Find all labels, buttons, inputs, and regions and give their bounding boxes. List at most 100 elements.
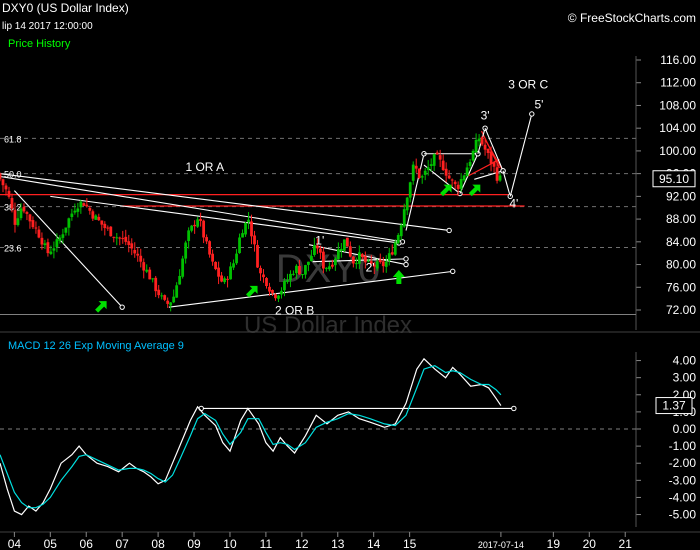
candle-body bbox=[333, 258, 337, 266]
candle-body bbox=[1, 179, 5, 186]
candle-body bbox=[492, 162, 496, 167]
candle-body bbox=[489, 151, 493, 164]
green-arrow-icon bbox=[440, 184, 452, 197]
candle-body bbox=[316, 245, 319, 249]
candle-body bbox=[151, 278, 155, 280]
trend-line-handle[interactable] bbox=[403, 256, 409, 262]
candle-body bbox=[372, 264, 376, 267]
candle-body bbox=[235, 253, 238, 264]
candle-body bbox=[136, 253, 140, 256]
candle-body bbox=[393, 242, 397, 255]
candle-body bbox=[202, 220, 206, 238]
candle-body bbox=[187, 230, 191, 242]
candle-body bbox=[342, 239, 346, 251]
trend-line bbox=[484, 127, 504, 172]
candle-body bbox=[154, 277, 158, 292]
green-arrow-icon bbox=[95, 301, 107, 313]
trend-line-handle[interactable] bbox=[403, 261, 409, 268]
candle-body bbox=[262, 274, 265, 278]
candle-body bbox=[462, 175, 466, 181]
candle-body bbox=[214, 261, 217, 270]
candle-body bbox=[292, 273, 295, 275]
candle-body bbox=[13, 210, 17, 225]
candle-body bbox=[357, 252, 361, 264]
candle-body bbox=[169, 302, 173, 306]
candle-body bbox=[127, 241, 131, 245]
candle-body bbox=[289, 273, 292, 281]
macd-trend-handle[interactable] bbox=[511, 405, 517, 412]
price-panel-title: Price History bbox=[8, 38, 71, 50]
candle-body bbox=[4, 185, 8, 190]
candle-body bbox=[238, 237, 241, 254]
macd-y-tick-label: 0.00 bbox=[673, 422, 697, 436]
candle-body bbox=[280, 290, 283, 295]
symbol-title: DXY0 (US Dollar Index) bbox=[2, 1, 129, 15]
trend-line bbox=[50, 195, 399, 244]
candle-body bbox=[229, 266, 232, 280]
wave-label: 1 OR A bbox=[185, 160, 224, 174]
source-credit: © FreeStockCharts.com bbox=[568, 11, 696, 25]
trend-line bbox=[0, 173, 450, 232]
candle-body bbox=[321, 251, 325, 269]
wave-label: 3 OR C bbox=[508, 77, 548, 91]
candle-body bbox=[456, 184, 460, 189]
x-tick-label: 21 bbox=[619, 537, 633, 550]
candle-body bbox=[253, 235, 256, 245]
candle-body bbox=[274, 294, 277, 299]
trend-line-handle[interactable] bbox=[119, 304, 125, 310]
trend-line bbox=[502, 170, 511, 197]
candle-body bbox=[52, 248, 56, 251]
candle-body bbox=[115, 237, 119, 239]
candle-body bbox=[40, 237, 44, 245]
candle-body bbox=[313, 245, 316, 255]
candle-body bbox=[160, 295, 164, 297]
candle-body bbox=[417, 168, 421, 179]
candle-body bbox=[58, 237, 62, 241]
x-tick-label: 08 bbox=[151, 537, 165, 550]
candle-body bbox=[232, 263, 235, 268]
price-series bbox=[0, 133, 502, 312]
trend-line-handle[interactable] bbox=[482, 125, 488, 131]
candle-body bbox=[339, 248, 343, 251]
macd-series: 1.37 bbox=[0, 357, 693, 516]
candle-body bbox=[25, 212, 29, 214]
candle-body bbox=[268, 286, 271, 292]
candle-body bbox=[411, 164, 415, 181]
candle-body bbox=[265, 278, 268, 287]
trend-line bbox=[308, 244, 407, 266]
candle-body bbox=[429, 164, 433, 166]
x-tick-label: 10 bbox=[223, 537, 237, 550]
trend-line bbox=[423, 164, 461, 194]
trend-line bbox=[509, 113, 533, 197]
candle-body bbox=[103, 223, 107, 229]
candle-body bbox=[61, 234, 65, 238]
price-y-tick-label: 84.00 bbox=[666, 235, 696, 249]
signal-line bbox=[0, 365, 502, 509]
candle-body bbox=[178, 275, 182, 285]
candle-body bbox=[259, 267, 262, 274]
candle-body bbox=[34, 227, 38, 229]
watermark-name: US Dollar Index bbox=[244, 312, 412, 339]
candle-body bbox=[351, 256, 355, 264]
macd-line bbox=[0, 357, 502, 516]
trend-line-handle[interactable] bbox=[529, 111, 535, 117]
x-tick-label: 11 bbox=[260, 537, 273, 550]
candle-body bbox=[184, 242, 188, 259]
trend-line-handle[interactable] bbox=[450, 268, 456, 275]
trend-line-handle[interactable] bbox=[446, 227, 452, 234]
candle-body bbox=[354, 263, 358, 265]
candle-body bbox=[220, 275, 223, 282]
candle-body bbox=[250, 221, 253, 237]
green-arrow-icon bbox=[392, 270, 405, 285]
candle-body bbox=[139, 255, 143, 262]
trend-line bbox=[168, 270, 453, 308]
candle-body bbox=[181, 258, 185, 277]
x-tick-label: 05 bbox=[44, 537, 58, 550]
candle-body bbox=[498, 175, 502, 181]
candle-body bbox=[435, 152, 439, 155]
candle-body bbox=[360, 254, 364, 258]
candle-body bbox=[310, 255, 313, 262]
candle-body bbox=[336, 249, 340, 259]
trend-line bbox=[13, 190, 123, 308]
candle-body bbox=[486, 148, 490, 153]
